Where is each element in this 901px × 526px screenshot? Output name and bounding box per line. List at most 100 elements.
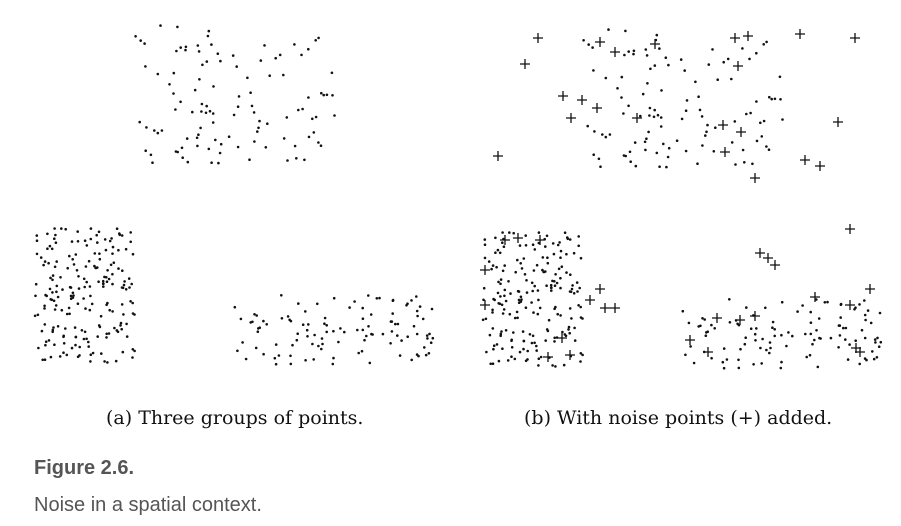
data-point <box>560 265 564 269</box>
data-point <box>35 239 39 242</box>
data-point <box>60 308 64 312</box>
noise-point <box>736 127 746 137</box>
data-point <box>40 329 44 333</box>
data-point <box>629 160 632 163</box>
data-point <box>492 344 496 348</box>
data-point <box>567 325 571 329</box>
data-point <box>369 313 373 316</box>
data-point <box>51 330 54 334</box>
data-point <box>53 237 56 240</box>
data-point <box>535 349 538 352</box>
data-point <box>368 361 372 365</box>
data-point <box>656 113 660 117</box>
data-point <box>627 50 630 53</box>
data-point <box>760 135 764 138</box>
data-point <box>206 34 210 38</box>
data-point <box>191 110 194 114</box>
data-point <box>805 355 808 359</box>
noise-point <box>585 295 595 305</box>
data-point <box>227 135 231 138</box>
data-point <box>78 345 81 349</box>
noise-point <box>743 31 753 41</box>
data-point <box>684 353 687 357</box>
data-point <box>519 262 522 265</box>
data-point <box>84 265 88 268</box>
data-point <box>85 244 89 247</box>
data-point <box>512 331 515 334</box>
data-point <box>258 119 261 123</box>
data-point <box>353 300 356 303</box>
data-point <box>643 140 647 144</box>
data-point <box>858 362 861 366</box>
data-point <box>236 105 240 108</box>
data-point <box>779 366 783 370</box>
data-point <box>703 318 706 321</box>
data-point <box>64 327 67 330</box>
data-point <box>97 230 101 234</box>
data-point <box>257 327 260 330</box>
data-point <box>780 360 783 364</box>
data-point <box>773 328 776 331</box>
data-point <box>282 73 285 77</box>
noise-point <box>566 113 576 123</box>
data-point <box>770 97 773 101</box>
data-point <box>692 361 696 365</box>
data-point <box>98 252 101 255</box>
data-point <box>82 277 86 281</box>
data-point <box>544 245 547 248</box>
data-point <box>658 165 661 168</box>
data-point <box>813 338 816 342</box>
noise-point <box>565 350 575 360</box>
data-point <box>535 263 539 267</box>
data-point <box>655 151 659 155</box>
data-point <box>587 43 590 46</box>
data-point <box>591 46 594 49</box>
data-point <box>752 363 755 366</box>
data-point <box>721 360 725 364</box>
data-point <box>644 148 647 152</box>
data-point <box>112 261 116 265</box>
data-point <box>196 144 199 148</box>
data-point <box>125 322 128 326</box>
data-point <box>658 47 661 50</box>
data-point <box>549 286 553 290</box>
data-point <box>754 339 757 342</box>
figure-label: Figure 2.6. <box>34 457 135 479</box>
data-point <box>105 332 108 336</box>
data-point <box>839 303 843 307</box>
data-point <box>84 307 87 310</box>
data-point <box>533 248 537 251</box>
data-point <box>570 317 573 320</box>
data-point <box>876 336 879 340</box>
data-point <box>503 294 506 298</box>
data-point <box>516 289 520 293</box>
data-point <box>725 358 729 361</box>
data-point <box>687 321 691 325</box>
data-point <box>499 282 502 286</box>
data-point <box>250 104 254 108</box>
data-point <box>119 321 123 325</box>
data-point <box>46 232 49 236</box>
data-point <box>809 310 812 314</box>
data-point <box>120 286 124 289</box>
data-point <box>274 56 278 60</box>
data-point <box>235 65 238 68</box>
data-point <box>864 318 867 322</box>
data-point <box>516 316 519 320</box>
data-point <box>551 364 554 367</box>
data-point <box>537 298 540 302</box>
data-point <box>72 263 76 266</box>
data-point <box>74 343 77 347</box>
data-point <box>837 324 841 327</box>
data-point <box>532 269 536 272</box>
data-point <box>510 339 513 343</box>
data-point <box>305 328 309 332</box>
data-point <box>75 269 79 272</box>
data-point <box>683 69 686 72</box>
data-point <box>495 265 498 269</box>
data-point <box>311 342 314 346</box>
data-point <box>426 337 429 340</box>
data-point <box>111 282 114 286</box>
data-point <box>87 259 91 263</box>
data-point <box>80 329 84 332</box>
